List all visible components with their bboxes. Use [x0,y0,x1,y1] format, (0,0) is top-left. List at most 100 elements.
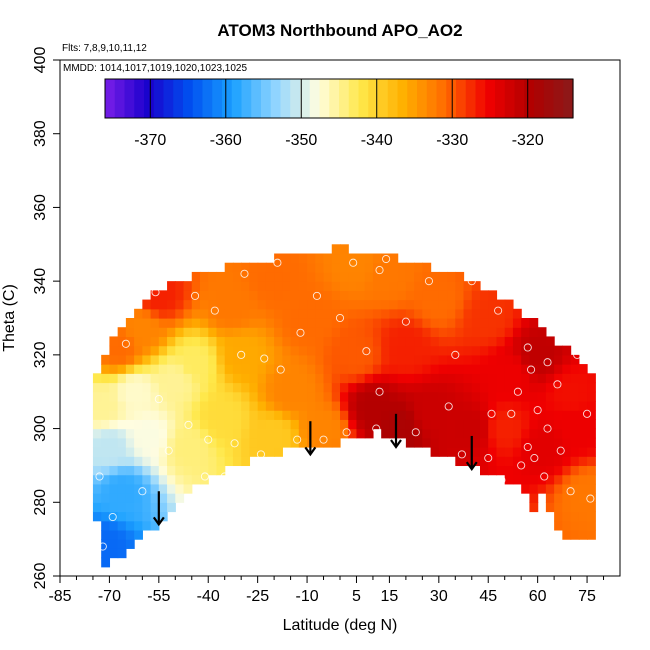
heatmap-cell [381,428,391,439]
heatmap-cell [512,364,522,374]
heatmap-cell [142,373,152,384]
heatmap-cell [587,437,596,448]
heatmap-cell [447,318,456,328]
heatmap-cell [298,299,308,310]
heatmap-cell [488,345,498,356]
heatmap-cell [463,354,473,365]
heatmap-cell [570,364,580,374]
heatmap-cell [232,410,242,420]
heatmap-cell [430,345,440,356]
heatmap-cell [323,364,333,374]
heatmap-cell [298,318,308,328]
heatmap-cell [455,428,465,439]
heatmap-cell [315,373,325,384]
heatmap-cell [578,373,588,384]
heatmap-cell [125,327,135,338]
heatmap-cell [405,262,415,273]
observation-point [230,439,239,448]
heatmap-cell [167,364,176,374]
heatmap-cell [430,308,440,319]
heatmap-cell [249,382,259,393]
heatmap-cell [191,447,201,457]
heatmap-cell [463,428,473,439]
heatmap-cell [142,410,152,420]
heatmap-cell [372,281,382,291]
heatmap-cell [274,373,283,384]
heatmap-cell [463,364,473,374]
heatmap-cell [364,262,374,273]
heatmap-cell [150,493,160,503]
heatmap-cell [480,299,489,310]
heatmap-cell [298,382,308,393]
heatmap-cell [562,391,572,402]
colorbar-tick-label: -360 [210,132,242,149]
heatmap-cell [232,447,242,457]
heatmap-cell [463,437,473,448]
heatmap-cell [455,336,465,347]
heatmap-cell [521,456,531,467]
heatmap-cell [381,336,391,347]
heatmap-cell [405,410,415,420]
heatmap-cell [282,299,292,310]
heatmap-cell [570,447,580,457]
heatmap-cell [265,447,275,457]
heatmap-cell [372,336,382,347]
heatmap-cell [150,299,160,310]
heatmap-cell [134,520,143,531]
heatmap-cell [315,299,325,310]
heatmap-cell [537,419,547,430]
colorbar-segment [417,79,428,118]
heatmap-cell [142,327,152,338]
heatmap-cell [414,318,423,328]
heatmap-cell [183,327,193,338]
colorbar-segment [465,79,477,118]
heatmap-cell [125,493,135,503]
heatmap-cell [265,391,275,402]
colorbar-segment [524,79,535,118]
heatmap-cell [372,308,382,319]
heatmap-cell [570,428,580,439]
heatmap-cell [200,308,209,319]
heatmap-cell [265,271,275,282]
heatmap-cell [389,391,399,402]
arrow-markers [152,413,478,527]
heatmap-cell [340,308,349,319]
heatmap-cell [521,437,531,448]
x-tick-label: -55 [147,588,170,605]
heatmap-cell [134,483,143,494]
colorbar-segment [134,79,145,118]
heatmap-cell [265,400,275,411]
heatmap-cell [92,447,102,457]
heatmap-cell [216,419,226,430]
heatmap-cell [529,474,539,485]
heatmap-cell [405,354,415,365]
heatmap-cell [315,437,325,448]
heatmap-cell [372,373,382,384]
heatmap-cell [191,299,201,310]
heatmap-cell [150,391,160,402]
heatmap-cell [397,299,407,310]
colorbar-segment [212,79,223,118]
heatmap-cell [183,428,193,439]
heatmap-cell [430,428,440,439]
heatmap-cell [529,437,539,448]
heatmap-cell [175,290,185,301]
heatmap-cell [224,290,234,301]
heatmap-cell [323,373,333,384]
heatmap-cell [200,336,209,347]
heatmap-cell [554,391,563,402]
heatmap-cell [471,428,481,439]
heatmap-cell [241,437,251,448]
heatmap-cell [455,345,465,356]
heatmap-cell [562,456,572,467]
heatmap-cell [249,281,259,291]
heatmap-cell [232,299,242,310]
heatmap-cell [521,419,531,430]
heatmap-cell [125,373,135,384]
heatmap-cell [537,465,547,476]
heatmap-cell [545,502,555,513]
heatmap-cell [200,299,209,310]
heatmap-cell [562,483,572,494]
heatmap-cell [389,364,399,374]
heatmap-cell [265,437,275,448]
